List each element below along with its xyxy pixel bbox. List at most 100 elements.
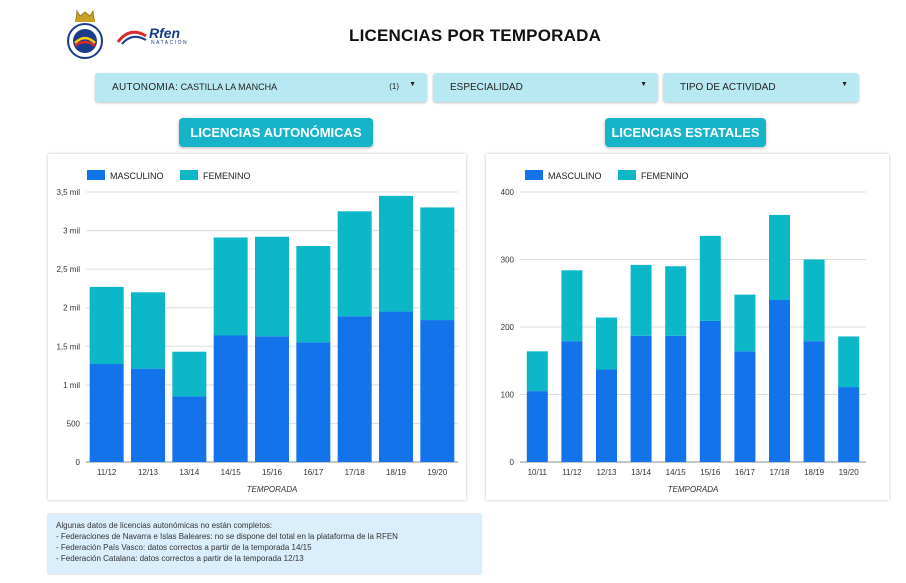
bar-masculino: [89, 364, 124, 462]
bar-masculino: [420, 320, 455, 462]
bar-femenino: [665, 266, 687, 336]
y-tick-label: 0: [76, 458, 81, 467]
chart-panel-estatales: MASCULINO FEMENINO 0 100 200 300 400 10/11 11/12…: [486, 154, 889, 500]
x-tick-label: 18/19: [386, 468, 407, 477]
filter-autonomia[interactable]: AUTONOMIA: CASTILLA LA MANCHA (1) ▼: [95, 73, 427, 102]
bar-masculino: [255, 336, 289, 462]
x-tick-label: 19/20: [839, 468, 860, 477]
bar-femenino: [734, 294, 756, 352]
x-tick-label: 17/18: [345, 468, 366, 477]
legend-label-masculino: MASCULINO: [110, 171, 164, 181]
bar-femenino: [420, 207, 455, 321]
chevron-down-icon: ▼: [841, 81, 848, 88]
chevron-down-icon: ▼: [640, 81, 647, 88]
x-tick-label: 13/14: [179, 468, 200, 477]
y-tick-label: 3 mil: [63, 227, 80, 236]
x-tick-label: 19/20: [427, 468, 448, 477]
bar-masculino: [665, 335, 687, 462]
section-licencias-estatales[interactable]: LICENCIAS ESTATALES: [605, 118, 766, 147]
bar-femenino: [379, 195, 413, 312]
bar-masculino: [526, 391, 548, 462]
bar-masculino: [172, 396, 207, 462]
x-tick-label: 12/13: [596, 468, 617, 477]
x-tick-label: 17/18: [769, 468, 790, 477]
note-line: - Federación País Vasco: datos correctos…: [56, 543, 312, 552]
x-tick-label: 18/19: [804, 468, 825, 477]
bar-masculino: [699, 320, 721, 462]
x-tick-label: 16/17: [303, 468, 324, 477]
y-tick-label: 500: [67, 419, 81, 428]
x-axis-title: TEMPORADA: [668, 485, 719, 494]
note-line: Algunas datos de licencias autonómicas n…: [56, 521, 273, 530]
filter-especialidad[interactable]: ESPECIALIDAD ▼: [433, 73, 658, 102]
bar-masculino: [596, 369, 617, 462]
y-tick-label: 400: [501, 188, 515, 197]
filter-autonomia-count: (1): [389, 82, 399, 91]
bar-masculino: [838, 387, 860, 462]
bar-femenino: [838, 336, 860, 388]
bar-femenino: [255, 236, 289, 337]
bar-femenino: [596, 317, 617, 370]
bar-femenino: [131, 292, 165, 369]
y-tick-label: 1,5 mil: [56, 342, 80, 351]
bar-femenino: [803, 259, 825, 342]
y-tick-label: 100: [501, 391, 515, 400]
y-tick-label: 2 mil: [63, 304, 80, 313]
x-tick-label: 14/15: [666, 468, 687, 477]
x-tick-label: 16/17: [735, 468, 756, 477]
bar-femenino: [89, 286, 124, 365]
y-tick-label: 0: [510, 458, 515, 467]
bar-femenino: [296, 246, 331, 343]
chart-autonomicas: MASCULINO FEMENINO 0 500 1 mil 1,5 mil 2 mil 2,…: [56, 170, 458, 494]
bar-femenino: [172, 351, 207, 397]
y-tick-label: 200: [501, 323, 515, 332]
legend-label-femenino: FEMENINO: [203, 171, 251, 181]
y-tick-label: 3,5 mil: [56, 188, 80, 197]
section-licencias-autonomicas[interactable]: LICENCIAS AUTONÓMICAS: [179, 118, 373, 147]
x-tick-label: 11/12: [97, 468, 117, 477]
note-line: - Federaciones de Navarra e Islas Balear…: [56, 532, 398, 541]
bar-femenino: [769, 214, 790, 300]
legend-swatch-femenino: [180, 170, 198, 180]
filter-especialidad-label: ESPECIALIDAD: [450, 82, 523, 93]
x-axis-title: TEMPORADA: [247, 485, 298, 494]
rfen-crest-logo: [67, 9, 103, 59]
x-tick-label: 15/16: [262, 468, 283, 477]
bar-femenino: [561, 270, 583, 342]
bar-masculino: [734, 351, 756, 462]
bar-masculino: [769, 300, 790, 462]
chevron-down-icon: ▼: [409, 81, 416, 88]
brand-name: Rfen: [149, 25, 181, 41]
y-tick-label: 300: [501, 256, 515, 265]
filter-tipo-actividad-label: TIPO DE ACTIVIDAD: [680, 82, 776, 93]
chart-panel-autonomicas: MASCULINO FEMENINO 0 500 1 mil 1,5 mil 2 mil 2,…: [48, 154, 466, 500]
brand-subtitle: NATACION: [151, 40, 189, 46]
x-tick-label: 13/14: [631, 468, 652, 477]
bar-masculino: [561, 341, 583, 462]
bar-femenino: [526, 351, 548, 392]
x-tick-label: 11/12: [562, 468, 582, 477]
bar-masculino: [296, 342, 331, 462]
filter-autonomia-value: CASTILLA LA MANCHA: [180, 82, 278, 92]
bar-masculino: [131, 368, 165, 462]
bar-femenino: [630, 264, 652, 336]
legend-label-femenino: FEMENINO: [641, 171, 689, 181]
bar-femenino: [337, 211, 372, 317]
legend-swatch-masculino: [525, 170, 543, 180]
bar-masculino: [213, 335, 248, 462]
filter-tipo-actividad[interactable]: TIPO DE ACTIVIDAD ▼: [663, 73, 859, 102]
y-tick-label: 2,5 mil: [56, 265, 80, 274]
y-tick-label: 1 mil: [63, 381, 80, 390]
x-tick-label: 12/13: [138, 468, 159, 477]
note-line: - Federación Catalana: datos correctos a…: [56, 554, 304, 563]
bar-masculino: [803, 341, 825, 462]
x-tick-label: 15/16: [700, 468, 721, 477]
legend-swatch-masculino: [87, 170, 105, 180]
bar-femenino: [213, 237, 248, 336]
bar-femenino: [699, 235, 721, 321]
x-tick-label: 10/11: [528, 468, 548, 477]
notes-box: Algunas datos de licencias autonómicas n…: [48, 514, 481, 574]
legend-swatch-femenino: [618, 170, 636, 180]
legend-label-masculino: MASCULINO: [548, 171, 602, 181]
filter-autonomia-label: AUTONOMIA: [112, 82, 176, 93]
